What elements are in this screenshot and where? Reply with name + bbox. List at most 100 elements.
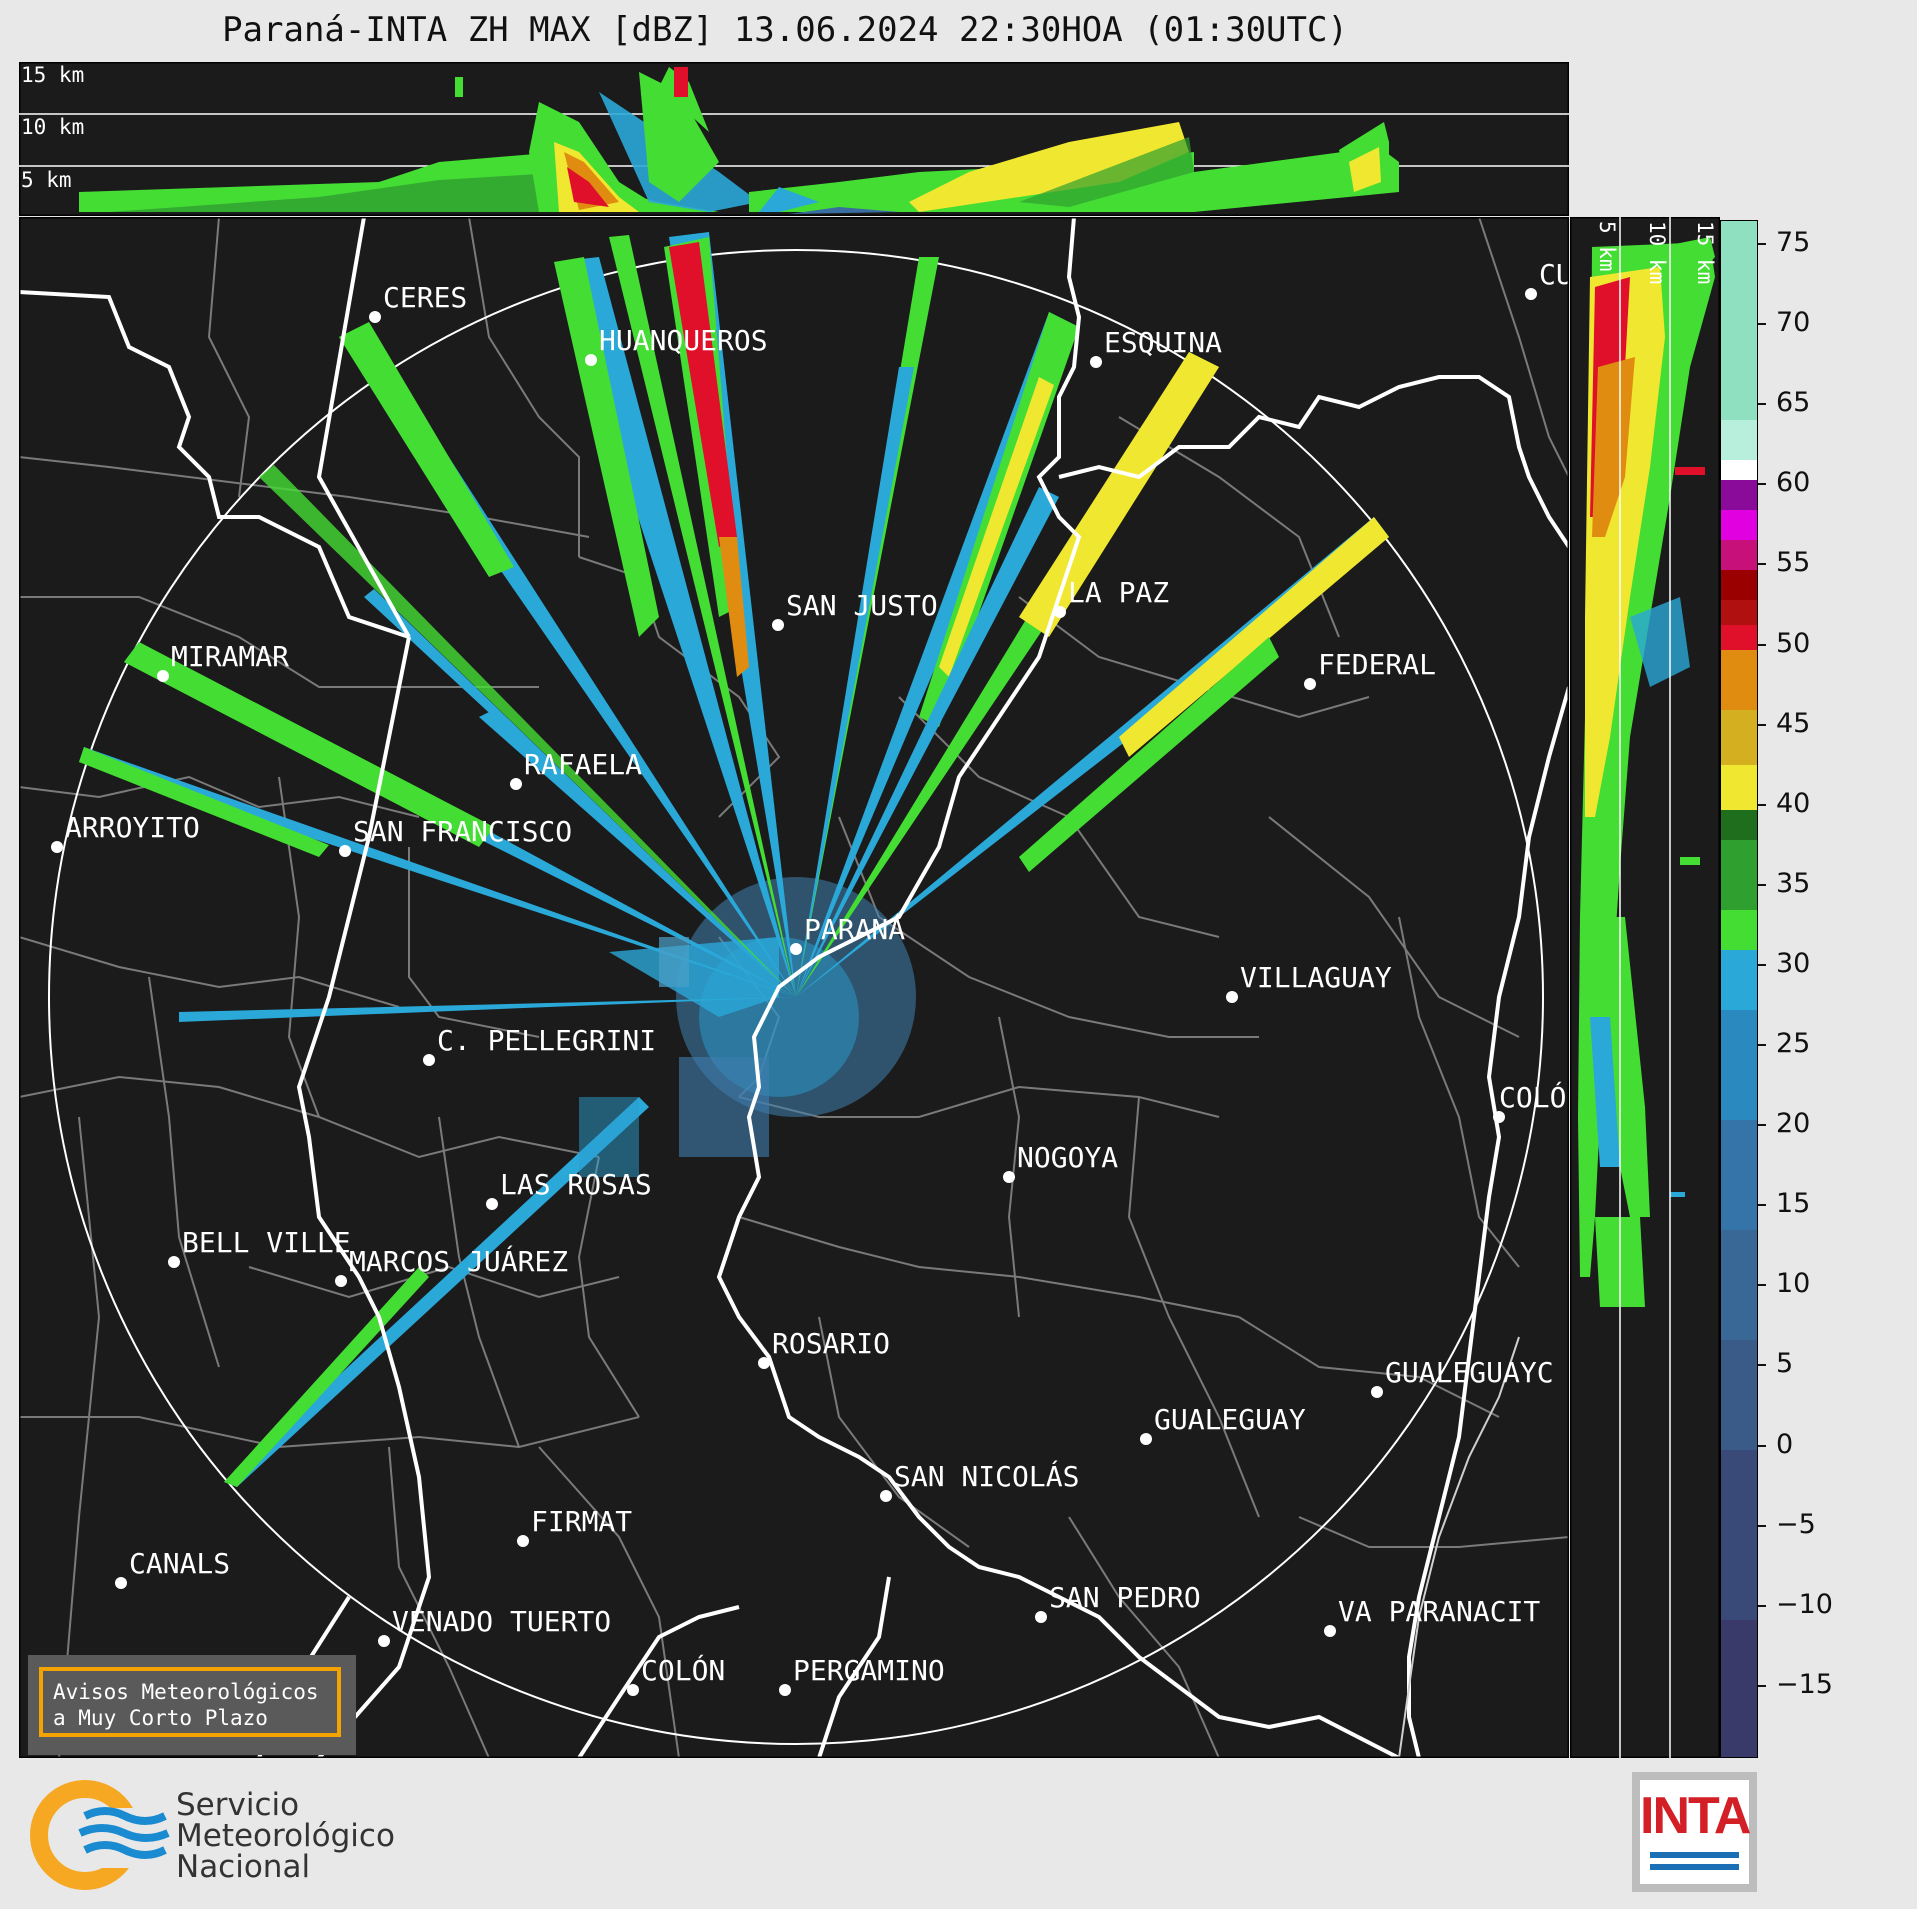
colorbar-tick-mark xyxy=(1758,883,1766,886)
city-dot xyxy=(51,841,63,853)
city-label-firmat: FIRMAT xyxy=(531,1505,632,1538)
city-dot xyxy=(168,1256,180,1268)
colorbar-segment xyxy=(1720,570,1758,600)
side-height-panel: 5 km 10 km 15 km xyxy=(1570,217,1720,1758)
colorbar-tick-label: 70 xyxy=(1776,307,1811,339)
colorbar-tick-mark xyxy=(1758,1444,1766,1447)
city-dot xyxy=(378,1635,390,1647)
city-label-colo: COLÓ xyxy=(1499,1080,1566,1114)
colorbar-tick-mark xyxy=(1758,1604,1766,1607)
colorbar-tick-mark xyxy=(1758,323,1766,326)
city-dot xyxy=(1003,1171,1015,1183)
city-dot xyxy=(772,619,784,631)
colorbar-segment xyxy=(1720,910,1758,950)
colorbar-segment xyxy=(1720,710,1758,765)
city-dot xyxy=(1371,1386,1383,1398)
colorbar-segment xyxy=(1720,600,1758,625)
colorbar-tick-label: 25 xyxy=(1776,1028,1811,1059)
city-label-las-rosas: LAS ROSAS xyxy=(500,1168,652,1201)
colorbar-tick-label: −15 xyxy=(1776,1668,1833,1700)
colorbar-segment xyxy=(1720,420,1758,460)
top-height-label-10: 10 km xyxy=(21,115,84,139)
smn-wave-icon xyxy=(83,1807,167,1825)
top-height-label-15: 15 km xyxy=(21,63,84,87)
city-label-colon: COLÓN xyxy=(641,1653,725,1687)
city-label-cu: CU xyxy=(1539,258,1569,291)
city-dot xyxy=(1090,356,1102,368)
colorbar-segment xyxy=(1720,1120,1758,1230)
colorbar-tick-mark xyxy=(1758,483,1766,486)
colorbar-tick-mark xyxy=(1758,1364,1766,1367)
colorbar-segment xyxy=(1720,1620,1758,1758)
colorbar-tick-label: −10 xyxy=(1776,1588,1833,1620)
top-panel-echoes xyxy=(79,67,1399,214)
city-dot xyxy=(758,1357,770,1369)
city-labels: CERES HUANQUEROS ESQUINA CU SAN JUSTO LA… xyxy=(65,258,1569,1687)
smn-line-3: Nacional xyxy=(176,1849,311,1885)
city-label-va-paranacit: VA PARANACIT xyxy=(1338,1595,1540,1628)
colorbar-tick-mark xyxy=(1758,1204,1766,1207)
city-dot xyxy=(335,1275,347,1287)
city-dot xyxy=(1035,1611,1047,1623)
city-dot xyxy=(339,845,351,857)
colorbar-tick-label: 30 xyxy=(1776,947,1811,979)
city-label-san-pedro: SAN PEDRO xyxy=(1049,1581,1201,1614)
colorbar-tick-label: 45 xyxy=(1776,707,1811,739)
colorbar-tick-mark xyxy=(1758,563,1766,566)
colorbar-segment xyxy=(1720,1230,1758,1340)
city-dot xyxy=(1324,1625,1336,1637)
city-label-esquina: ESQUINA xyxy=(1104,326,1222,359)
city-dot xyxy=(779,1684,791,1696)
city-label-venado-tuerto: VENADO TUERTO xyxy=(392,1605,611,1638)
radar-map: CERES HUANQUEROS ESQUINA CU SAN JUSTO LA… xyxy=(19,217,1569,1758)
colorbar xyxy=(1720,220,1758,1758)
city-dot xyxy=(517,1535,529,1547)
colorbar-tick-label: 0 xyxy=(1776,1428,1794,1460)
inta-logo: INTA xyxy=(1632,1772,1757,1892)
city-label-gualeguayc: GUALEGUAYC xyxy=(1385,1356,1554,1389)
warning-line-2: a Muy Corto Plazo xyxy=(53,1706,268,1730)
colorbar-segment xyxy=(1720,510,1758,540)
city-label-gualeguay: GUALEGUAY xyxy=(1154,1403,1306,1436)
side-height-label-15: 15 km xyxy=(1693,221,1717,284)
city-label-san-francisco: SAN FRANCISCO xyxy=(353,815,572,848)
top-height-label-5: 5 km xyxy=(21,168,72,192)
city-dot xyxy=(486,1198,498,1210)
city-label-ceres: CERES xyxy=(383,281,467,314)
city-label-federal: FEDERAL xyxy=(1318,648,1436,681)
colorbar-segment xyxy=(1720,625,1758,650)
city-dot xyxy=(1525,288,1537,300)
colorbar-tick-label: 75 xyxy=(1776,227,1811,258)
city-label-rafaela: RAFAELA xyxy=(524,748,642,781)
city-dot xyxy=(1304,678,1316,690)
city-label-c-pellegrini: C. PELLEGRINI xyxy=(437,1024,656,1057)
city-label-parana: PARANÁ xyxy=(804,912,905,946)
warning-box[interactable]: Avisos Meteorológicos a Muy Corto Plazo xyxy=(28,1655,356,1755)
colorbar-segment xyxy=(1720,220,1758,420)
colorbar-tick-mark xyxy=(1758,403,1766,406)
side-height-label-10: 10 km xyxy=(1645,221,1669,284)
warning-text: Avisos Meteorológicos a Muy Corto Plazo xyxy=(53,1679,319,1731)
colorbar-segment xyxy=(1720,1340,1758,1450)
city-label-la-paz: LA PAZ xyxy=(1068,576,1169,609)
colorbar-tick-mark xyxy=(1758,243,1766,245)
city-dot xyxy=(510,778,522,790)
colorbar-segment xyxy=(1720,840,1758,910)
city-dot xyxy=(1140,1433,1152,1445)
warning-line-1: Avisos Meteorológicos xyxy=(53,1680,319,1704)
city-dot xyxy=(1493,1111,1505,1123)
province-borders xyxy=(19,217,1569,1758)
colorbar-tick-label: 10 xyxy=(1776,1268,1811,1300)
colorbar-tick-label: 15 xyxy=(1776,1188,1811,1220)
warning-box-border: Avisos Meteorológicos a Muy Corto Plazo xyxy=(39,1667,341,1737)
colorbar-tick-label: 60 xyxy=(1776,467,1811,499)
colorbar-segment xyxy=(1720,460,1758,480)
colorbar-segment xyxy=(1720,480,1758,510)
colorbar-tick-label: 35 xyxy=(1776,867,1811,899)
city-dot xyxy=(157,670,169,682)
colorbar-tick-mark xyxy=(1758,723,1766,726)
range-ring xyxy=(48,249,1544,1745)
uruguay-river-branch xyxy=(1398,1336,1520,1758)
city-label-huanqueros: HUANQUEROS xyxy=(599,324,768,357)
colorbar-segment xyxy=(1720,810,1758,840)
